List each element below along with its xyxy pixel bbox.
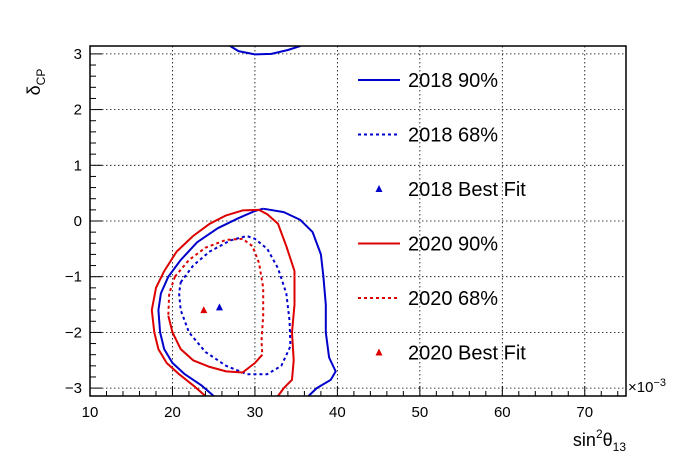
legend-marker [375, 185, 383, 192]
x-title-base: sin [573, 430, 596, 450]
y-tick-label: 1 [74, 157, 82, 174]
legend-label: 2020 90% [408, 234, 498, 256]
x-tick-label: 30 [247, 404, 264, 421]
y-title-base: δ [24, 85, 44, 95]
contour-line [263, 207, 337, 396]
x-axis-title: sin2θ13 [573, 427, 626, 454]
x-tick-label: 50 [412, 404, 429, 421]
best-fit-marker [200, 306, 208, 314]
best-fit-marker [215, 303, 223, 311]
y-title-sub: CP [34, 69, 48, 86]
y-tick-label: −1 [65, 269, 82, 286]
legend-label: 2018 68% [408, 125, 498, 147]
y-tick-label: 3 [74, 46, 82, 63]
axis-ticks: 10 20 30 40 50 60 70 −3 −2 −1 0 1 2 3 [65, 46, 619, 421]
x-title-sub: 13 [613, 440, 627, 454]
legend: 2018 90% 2018 68% 2018 Best Fit 2020 90% 202… [358, 70, 526, 365]
contour-line [178, 235, 292, 376]
contour-line [167, 276, 176, 316]
legend-label: 2020 68% [408, 288, 498, 310]
x-tick-label: 70 [576, 404, 593, 421]
legend-label: 2018 90% [408, 70, 498, 92]
contour-line [229, 46, 301, 56]
x-multiplier-base: ×10 [628, 379, 653, 396]
contour-line [157, 276, 215, 396]
x-tick-label: 60 [494, 404, 511, 421]
legend-label: 2020 Best Fit [408, 343, 526, 365]
best-fit-markers [200, 303, 223, 314]
legend-label: 2018 Best Fit [408, 179, 526, 201]
y-tick-label: 2 [74, 102, 82, 119]
x-tick-label: 40 [329, 404, 346, 421]
x-title-mid: θ [603, 430, 613, 450]
contour-line [167, 315, 264, 374]
y-tick-label: −2 [65, 324, 82, 341]
grid [90, 46, 626, 396]
x-tick-label: 10 [82, 404, 99, 421]
contour-curves [150, 46, 337, 396]
x-tick-label: 20 [164, 404, 181, 421]
contour-line [150, 270, 207, 396]
x-title-sup: 2 [596, 427, 603, 441]
legend-marker [375, 348, 383, 356]
contour-line [163, 208, 296, 396]
y-tick-label: 0 [74, 213, 82, 230]
x-multiplier-exp: −3 [653, 377, 666, 389]
x-multiplier: ×10−3 [628, 377, 666, 396]
y-axis-title: δCP [24, 69, 48, 96]
y-tick-label: −3 [65, 380, 82, 397]
